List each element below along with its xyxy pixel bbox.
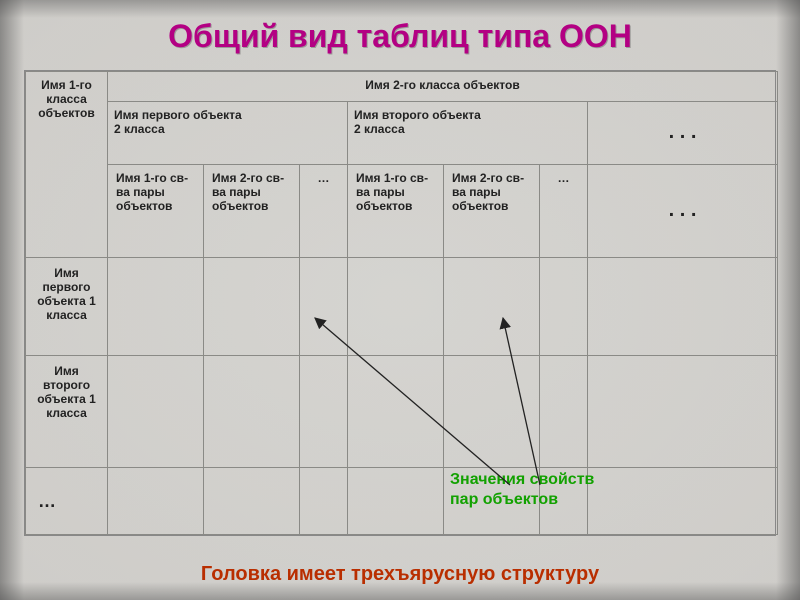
- footnote: Головка имеет трехъярусную структуру: [0, 563, 800, 586]
- header-col0: Имя 1-го класса объектов: [26, 72, 108, 258]
- cell: [300, 468, 348, 535]
- cell: [348, 356, 444, 468]
- row3-label: …: [26, 468, 108, 535]
- header-ellipsis-row3: . . .: [588, 164, 778, 258]
- header-group1: Имя первого объекта 2 класса: [108, 102, 348, 164]
- cell: [204, 468, 300, 535]
- header-sv2-2: Имя 2-го св-ва пары объектов: [444, 164, 540, 258]
- header-sv2-3: …: [540, 164, 588, 258]
- cell: [300, 356, 348, 468]
- cell: [108, 468, 204, 535]
- page-title: Общий вид таблиц типа ООН: [0, 18, 800, 55]
- cell: [588, 258, 778, 356]
- cell: [588, 356, 778, 468]
- header-group2: Имя второго объекта 2 класса: [348, 102, 588, 164]
- table-row: Имя первого объекта 1 класса: [26, 258, 778, 356]
- oon-table: Имя 1-го класса объектов Имя 2-го класса…: [25, 71, 778, 535]
- row1-label: Имя первого объекта 1 класса: [26, 258, 108, 356]
- header-sv1-1: Имя 1-го св-ва пары объектов: [108, 164, 204, 258]
- cell: [204, 356, 300, 468]
- cell: [204, 258, 300, 356]
- cell: [108, 258, 204, 356]
- cell: [540, 356, 588, 468]
- cell: [108, 356, 204, 468]
- table-wrap: Имя 1-го класса объектов Имя 2-го класса…: [24, 70, 776, 536]
- cell: [540, 468, 588, 535]
- table-row: …: [26, 468, 778, 535]
- cell: [348, 468, 444, 535]
- cell: [444, 258, 540, 356]
- cell: [588, 468, 778, 535]
- row2-label: Имя второго объекта 1 класса: [26, 356, 108, 468]
- cell: [540, 258, 588, 356]
- table-row: Имя второго объекта 1 класса: [26, 356, 778, 468]
- cell: [444, 468, 540, 535]
- header-ellipsis-row2: . . .: [588, 102, 778, 164]
- header-sv1-2: Имя 2-го св-ва пары объектов: [204, 164, 300, 258]
- header-group1-label: Имя первого объекта 2 класса: [114, 108, 242, 136]
- cell: [444, 356, 540, 468]
- cell: [300, 258, 348, 356]
- header-sv2-1: Имя 1-го св-ва пары объектов: [348, 164, 444, 258]
- header-top: Имя 2-го класса объектов: [108, 72, 778, 102]
- header-sv1-3: …: [300, 164, 348, 258]
- header-group2-label: Имя второго объекта 2 класса: [354, 108, 481, 136]
- cell: [348, 258, 444, 356]
